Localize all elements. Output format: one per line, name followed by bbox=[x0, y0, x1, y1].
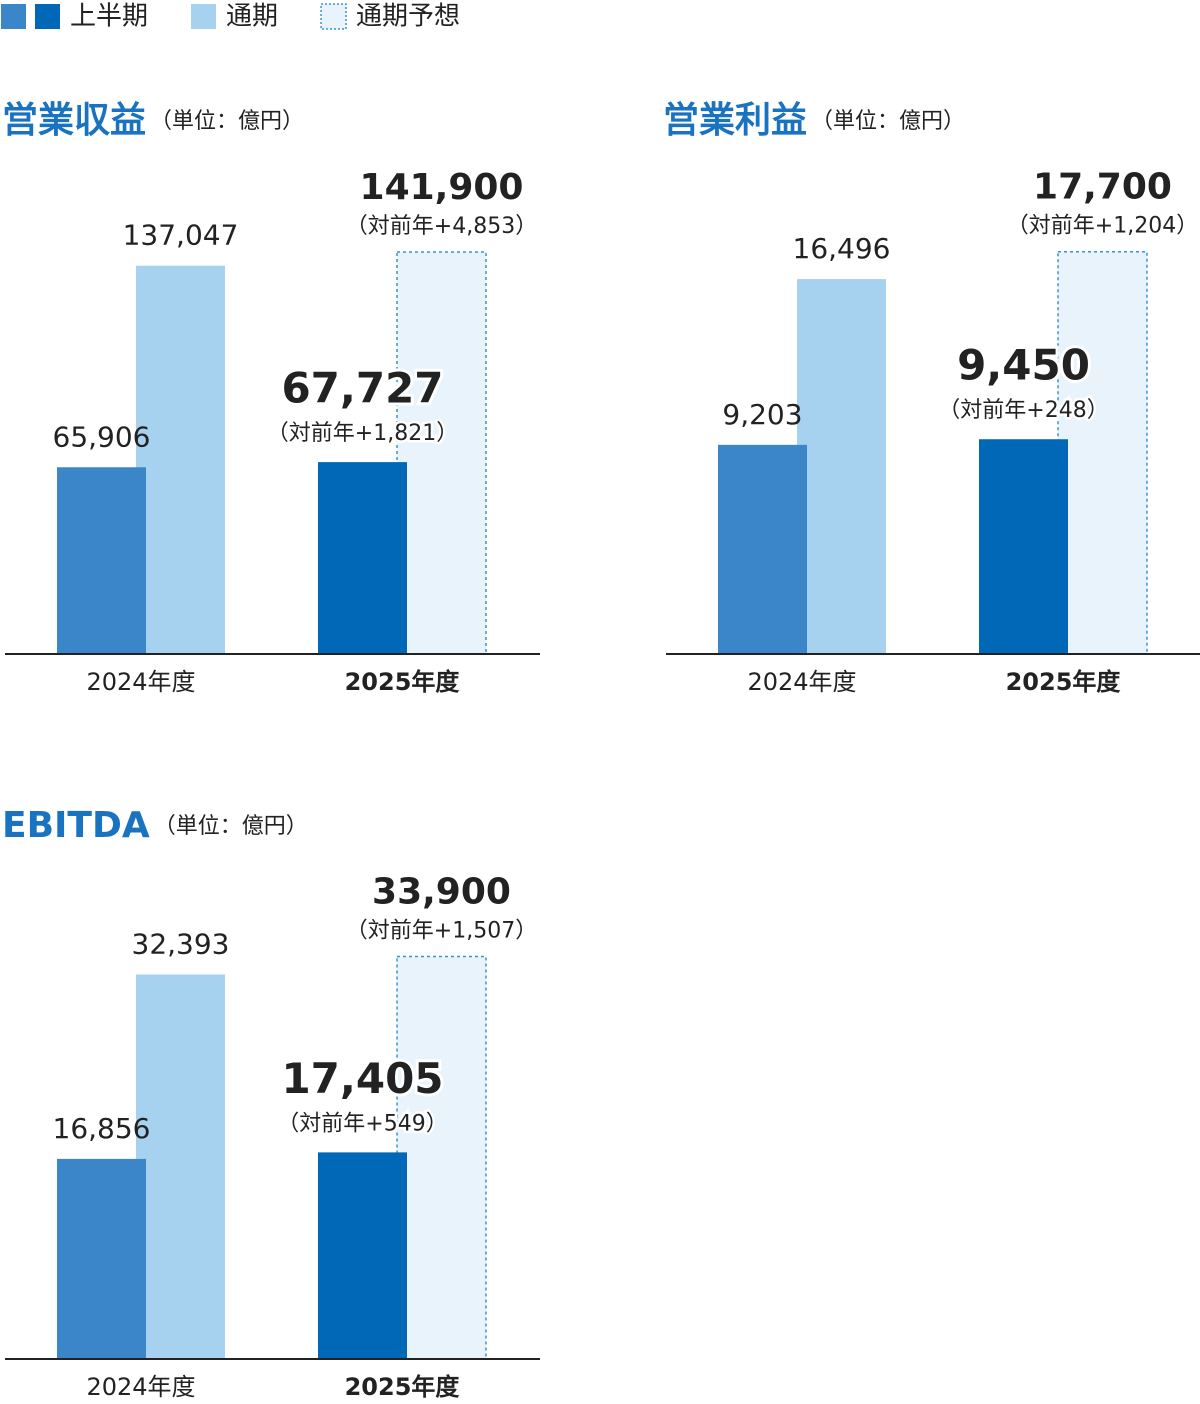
yoy-label: （対前年+1,821） bbox=[267, 421, 458, 446]
value-label: 16,856 bbox=[53, 1112, 151, 1145]
x-tick-label: 2024年度 bbox=[86, 668, 195, 696]
x-tick-label: 2025年度 bbox=[345, 1373, 461, 1401]
legend-swatch bbox=[35, 4, 60, 29]
bar bbox=[57, 1158, 146, 1359]
value-label: 16,496 bbox=[793, 232, 891, 265]
legend-swatch bbox=[320, 3, 347, 30]
value-label: 32,393 bbox=[132, 927, 230, 960]
bar bbox=[797, 279, 886, 654]
bar bbox=[136, 974, 225, 1359]
value-label: 141,900 bbox=[360, 167, 524, 208]
value-label: 17,405 bbox=[281, 1054, 443, 1103]
chart-unit: （単位：億円） bbox=[150, 109, 304, 134]
x-tick-label: 2024年度 bbox=[86, 1373, 195, 1401]
value-label: 65,906 bbox=[53, 420, 151, 453]
chart-unit: （単位：億円） bbox=[811, 109, 965, 134]
bar bbox=[318, 462, 407, 654]
chart-title-group: 営業利益 （単位：億円） bbox=[663, 100, 965, 141]
bar bbox=[136, 265, 225, 654]
yoy-label: （対前年+1,204） bbox=[1007, 214, 1198, 239]
chart-title: 営業利益 bbox=[663, 100, 807, 141]
x-tick-label: 2025年度 bbox=[1006, 668, 1122, 696]
bar bbox=[1057, 250, 1148, 655]
bar bbox=[57, 467, 146, 654]
yoy-label: （対前年+4,853） bbox=[346, 214, 537, 239]
legend-swatch bbox=[1, 4, 26, 29]
x-tick-label: 2025年度 bbox=[345, 668, 461, 696]
legend-swatch bbox=[191, 4, 217, 29]
chart-unit: （単位：億円） bbox=[154, 814, 308, 839]
legend-label: 通期 bbox=[226, 2, 278, 32]
legend-label: 通期予想 bbox=[356, 2, 460, 32]
yoy-label: （対前年+248） bbox=[938, 398, 1108, 423]
value-label: 33,900 bbox=[372, 872, 511, 913]
value-label: 67,727 bbox=[281, 364, 443, 413]
yoy-label: （対前年+1,507） bbox=[346, 919, 537, 944]
bar bbox=[396, 251, 487, 655]
chart-title-group: EBITDA （単位：億円） bbox=[2, 805, 308, 846]
bar bbox=[318, 1152, 407, 1359]
bar bbox=[979, 439, 1068, 654]
bar bbox=[718, 444, 807, 654]
value-label: 9,450 bbox=[957, 341, 1090, 390]
value-label: 9,203 bbox=[722, 398, 802, 431]
chart-title: 営業収益 bbox=[2, 100, 146, 141]
x-tick-label: 2024年度 bbox=[747, 668, 856, 696]
value-label: 137,047 bbox=[123, 219, 239, 252]
legend-label: 上半期 bbox=[70, 2, 148, 32]
chart-title-group: 営業収益 （単位：億円） bbox=[2, 100, 304, 141]
chart-title: EBITDA bbox=[2, 805, 150, 846]
value-label: 17,700 bbox=[1033, 167, 1172, 208]
yoy-label: （対前年+549） bbox=[277, 1111, 447, 1136]
bar bbox=[396, 955, 487, 1360]
